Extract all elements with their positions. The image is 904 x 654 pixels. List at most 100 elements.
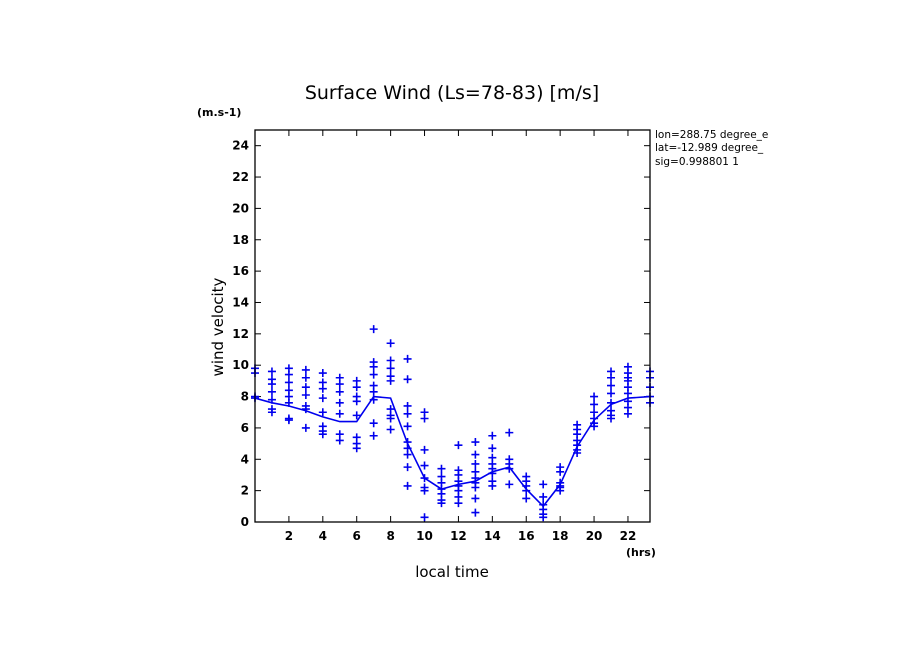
x-unit-label: (hrs) — [626, 546, 656, 559]
x-axis-label: local time — [415, 563, 489, 581]
y-tick-label: 12 — [232, 327, 249, 341]
chart-title: Surface Wind (Ls=78-83) [m/s] — [305, 82, 599, 104]
sample-point — [488, 431, 497, 440]
sample-point — [437, 499, 446, 508]
sample-point — [403, 422, 412, 431]
sample-point — [335, 380, 344, 389]
y-tick-label: 4 — [241, 452, 249, 466]
mark-group — [251, 325, 654, 522]
sample-point — [420, 474, 429, 483]
sample-point — [284, 370, 293, 379]
sample-point — [420, 414, 429, 423]
sample-point — [267, 395, 276, 404]
y-tick-label: 8 — [241, 390, 249, 404]
sample-point — [301, 405, 310, 414]
sample-point — [623, 409, 632, 418]
sample-point — [267, 408, 276, 417]
sample-point — [301, 373, 310, 382]
sample-point — [607, 398, 616, 407]
sample-point — [369, 387, 378, 396]
sample-point — [471, 508, 480, 517]
x-tick-label: 2 — [285, 529, 293, 543]
info-clip-mask — [780, 126, 904, 172]
x-tick-label: 16 — [518, 529, 535, 543]
sample-point — [352, 444, 361, 453]
sample-point — [403, 481, 412, 490]
sample-point — [386, 425, 395, 434]
sample-point — [318, 369, 327, 378]
sample-point — [267, 387, 276, 396]
x-tick-label: 8 — [386, 529, 394, 543]
info-lon: lon=288.75 degree_e — [655, 129, 768, 141]
x-tick-label: 4 — [319, 529, 327, 543]
sample-point — [471, 450, 480, 459]
y-axis-label: wind velocity — [209, 277, 227, 376]
sample-point — [301, 390, 310, 399]
sample-point — [505, 428, 514, 437]
sample-point — [573, 449, 582, 458]
sample-point — [471, 494, 480, 503]
x-tick-label: 6 — [353, 529, 361, 543]
y-tick-label: 6 — [241, 421, 249, 435]
sample-point — [403, 375, 412, 384]
sample-point — [301, 423, 310, 432]
sample-point — [386, 356, 395, 365]
sample-point — [403, 401, 412, 410]
sample-point — [471, 483, 480, 492]
y-tick-label: 20 — [232, 201, 249, 215]
sample-point — [335, 436, 344, 445]
sample-point — [471, 459, 480, 468]
sample-point — [301, 383, 310, 392]
y-tick-label: 24 — [232, 139, 249, 153]
x-tick-label: 12 — [450, 529, 467, 543]
x-tick-label: 22 — [620, 529, 637, 543]
sample-point — [488, 444, 497, 453]
sample-point — [369, 431, 378, 440]
plot-frame — [254, 129, 651, 523]
y-tick-label: 18 — [232, 233, 249, 247]
sample-point — [420, 513, 429, 522]
info-block: lon=288.75 degree_e lat=-12.989 degree_ … — [655, 129, 768, 168]
sample-point — [318, 384, 327, 393]
sample-point — [539, 492, 548, 501]
sample-point — [369, 362, 378, 371]
sample-point — [403, 354, 412, 363]
sample-point — [420, 445, 429, 454]
sample-point — [386, 339, 395, 348]
sample-point — [607, 414, 616, 423]
sample-point — [607, 381, 616, 390]
sample-point — [386, 364, 395, 373]
sample-point — [301, 365, 310, 374]
sample-point — [471, 438, 480, 447]
y-tick-label: 10 — [232, 358, 249, 372]
y-tick-label: 2 — [241, 484, 249, 498]
sample-point — [369, 325, 378, 334]
y-tick-label: 0 — [241, 515, 249, 529]
sample-point — [522, 494, 531, 503]
mean-wind-line — [254, 395, 651, 508]
sample-point — [420, 486, 429, 495]
sample-point — [505, 480, 514, 489]
sample-point — [539, 480, 548, 489]
sample-point — [437, 464, 446, 473]
sample-point — [386, 376, 395, 385]
sample-point — [403, 409, 412, 418]
sample-point — [420, 461, 429, 470]
x-tick-label: 18 — [552, 529, 569, 543]
sample-point — [318, 394, 327, 403]
sample-point — [369, 370, 378, 379]
sample-point — [352, 411, 361, 420]
sample-point — [352, 383, 361, 392]
sample-point — [590, 400, 599, 409]
sample-point — [505, 464, 514, 473]
x-tick-label: 10 — [416, 529, 433, 543]
sample-point — [352, 397, 361, 406]
sample-point — [403, 450, 412, 459]
sample-point — [335, 387, 344, 396]
sample-point — [522, 486, 531, 495]
y-unit-label: (m.s-1) — [197, 106, 241, 119]
sample-point — [335, 409, 344, 418]
sample-point — [284, 398, 293, 407]
